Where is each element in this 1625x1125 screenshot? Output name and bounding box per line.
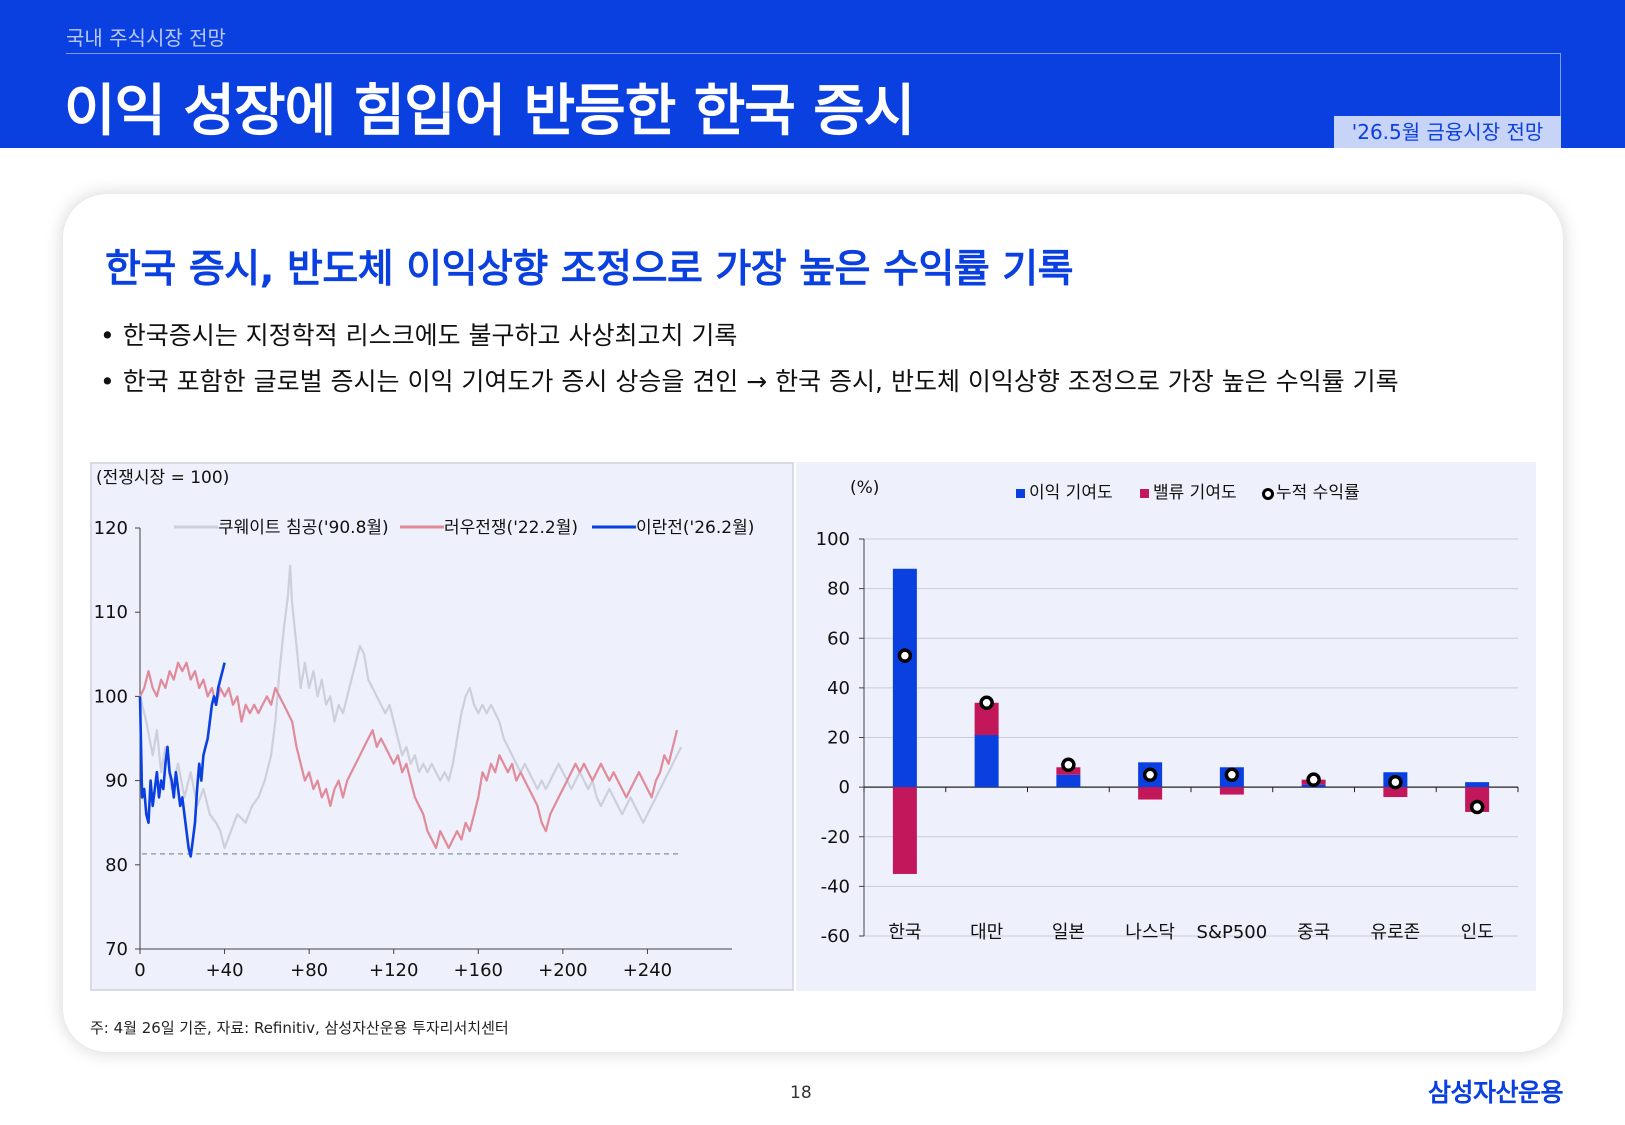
legend-label-valuation: 밸류 기여도 bbox=[1153, 483, 1237, 503]
line-chart-unit: (전쟁시장 = 100) bbox=[96, 468, 229, 488]
y-tick-label: -40 bbox=[821, 876, 850, 897]
category-label: 유로존 bbox=[1371, 922, 1421, 943]
line-chart-series bbox=[138, 564, 683, 858]
cumulative-return-marker bbox=[1142, 767, 1158, 782]
y-tick-label: -20 bbox=[821, 827, 850, 848]
card-title: 한국 증시, 반도체 이익상향 조정으로 가장 높은 수익률 기록 bbox=[105, 247, 1074, 292]
cumulative-return-marker bbox=[1306, 772, 1321, 787]
bar-chart-bars bbox=[892, 568, 1490, 874]
y-tick-label: 80 bbox=[105, 855, 128, 876]
line-chart-panel: (전쟁시장 = 100) 쿠웨이트 침공('90.8월) 러우전쟁('22.2월)… bbox=[90, 462, 794, 991]
legend-swatch-valuation bbox=[1140, 489, 1149, 498]
category-label: 인도 bbox=[1461, 922, 1494, 943]
bar-earnings bbox=[1465, 782, 1490, 788]
bar-valuation bbox=[1219, 787, 1244, 795]
bullet-1: • 한국증시는 지정학적 리스크에도 불구하고 사상최고치 기록 bbox=[100, 321, 738, 350]
category-label: 한국 bbox=[888, 922, 921, 943]
category-label: 나스닥 bbox=[1125, 922, 1175, 943]
legend-marker-cumulative bbox=[1262, 488, 1274, 500]
bar-earnings bbox=[892, 568, 917, 788]
x-tick-label: +240 bbox=[623, 960, 672, 981]
y-tick-label: 100 bbox=[816, 529, 850, 550]
cumulative-return-marker bbox=[1469, 799, 1485, 815]
y-tick-label: 100 bbox=[94, 686, 128, 707]
x-tick-label: +80 bbox=[290, 960, 328, 981]
line-chart: (전쟁시장 = 100) 쿠웨이트 침공('90.8월) 러우전쟁('22.2월)… bbox=[94, 468, 755, 981]
bullet-2: • 한국 포함한 글로벌 증시는 이익 기여도가 증시 상승을 견인 → 한국 … bbox=[100, 367, 1399, 396]
legend-label-earnings: 이익 기여도 bbox=[1029, 483, 1113, 503]
header-divider-vertical bbox=[1560, 53, 1561, 118]
y-tick-label: 70 bbox=[105, 939, 128, 960]
legend-label-3: 이란전('26.2월) bbox=[636, 518, 754, 538]
bar-earnings bbox=[1056, 774, 1081, 788]
page-title: 이익 성장에 힘입어 반등한 한국 증시 bbox=[64, 79, 915, 144]
y-tick-label: 80 bbox=[827, 579, 850, 600]
y-tick-label: 120 bbox=[94, 518, 128, 539]
category-label: 대만 bbox=[970, 922, 1003, 943]
legend-swatch-earnings bbox=[1016, 489, 1025, 498]
legend-label-2: 러우전쟁('22.2월) bbox=[444, 518, 578, 538]
line-chart-axes: 70 80 90 100 110 120 0 +40 +80 +120 +160 +200 +240 bbox=[94, 518, 732, 981]
bar-chart-axes: 100 80 60 40 20 0 -20 -40 -60 한국 대만 일본 나스닥 S&P500 중국 유로… bbox=[816, 529, 1519, 947]
y-tick-label: 110 bbox=[94, 602, 128, 623]
category-label: 중국 bbox=[1297, 922, 1330, 943]
bar-chart-panel: (%) 이익 기여도 밸류 기여도 누적 수익률 100 80 60 40 20 0 -20 -4… bbox=[796, 462, 1536, 991]
line-series-1 bbox=[138, 564, 683, 850]
company-logo: 삼성자산운용 bbox=[1428, 1078, 1564, 1107]
line-chart-legend: 쿠웨이트 침공('90.8월) 러우전쟁('22.2월) 이란전('26.2월) bbox=[174, 518, 754, 538]
y-tick-label: 20 bbox=[827, 728, 850, 749]
bar-valuation bbox=[1383, 787, 1408, 798]
bar-chart-unit: (%) bbox=[850, 478, 879, 498]
cumulative-return-marker bbox=[1224, 767, 1240, 782]
header-divider bbox=[66, 53, 1561, 54]
legend-label-cumulative: 누적 수익률 bbox=[1276, 483, 1360, 503]
x-tick-label: +200 bbox=[538, 960, 587, 981]
page-number: 18 bbox=[790, 1083, 812, 1103]
x-tick-label: +40 bbox=[206, 960, 244, 981]
x-tick-label: 0 bbox=[134, 960, 145, 981]
line-series-3 bbox=[138, 662, 226, 858]
footnote: 주: 4월 26일 기준, 자료: Refinitiv, 삼성자산운용 투자리서… bbox=[90, 1019, 509, 1037]
legend-label-1: 쿠웨이트 침공('90.8월) bbox=[218, 518, 389, 538]
section-subtitle: 국내 주식시장 전망 bbox=[66, 26, 226, 50]
bar-valuation bbox=[892, 787, 917, 874]
category-label: S&P500 bbox=[1197, 922, 1268, 943]
cumulative-return-marker bbox=[1388, 774, 1403, 790]
y-tick-label: 40 bbox=[827, 678, 850, 699]
y-tick-label: 0 bbox=[839, 777, 850, 798]
y-tick-label: -60 bbox=[821, 926, 850, 947]
cumulative-return-marker bbox=[979, 695, 994, 711]
x-tick-label: +160 bbox=[454, 960, 503, 981]
category-label: 일본 bbox=[1052, 922, 1085, 943]
bar-valuation bbox=[1138, 787, 1163, 800]
cumulative-return-marker bbox=[897, 648, 913, 663]
bar-chart: (%) 이익 기여도 밸류 기여도 누적 수익률 100 80 60 40 20 0 -20 -4… bbox=[816, 478, 1519, 947]
y-tick-label: 60 bbox=[827, 628, 850, 649]
cumulative-return-marker bbox=[1061, 757, 1076, 773]
bar-earnings bbox=[974, 735, 999, 788]
y-tick-label: 90 bbox=[105, 771, 128, 792]
header-banner: 국내 주식시장 전망 이익 성장에 힘입어 반등한 한국 증시 '26.5월 금… bbox=[0, 0, 1625, 148]
line-series-2 bbox=[139, 661, 679, 850]
x-tick-label: +120 bbox=[369, 960, 418, 981]
report-badge: '26.5월 금융시장 전망 bbox=[1334, 116, 1561, 148]
bar-chart-legend: 이익 기여도 밸류 기여도 누적 수익률 bbox=[1016, 483, 1360, 503]
